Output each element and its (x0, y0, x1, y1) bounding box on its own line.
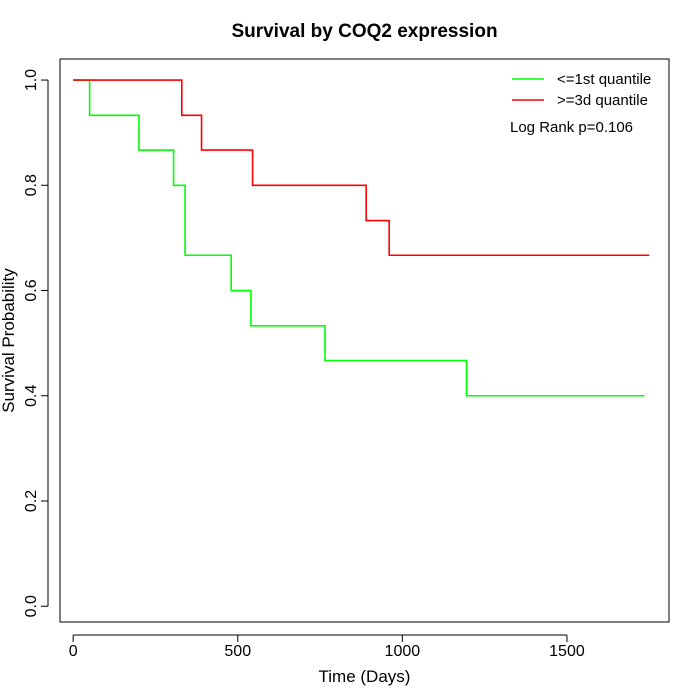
y-tick-label: 0.2 (23, 490, 40, 512)
y-tick-label: 0.6 (23, 279, 40, 301)
y-axis-label: Survival Probability (0, 268, 18, 413)
x-tick-label: 1000 (385, 643, 421, 660)
y-tick-label: 1.0 (23, 69, 40, 91)
log-rank-annotation: Log Rank p=0.106 (510, 119, 633, 136)
x-tick-label: 1500 (549, 643, 585, 660)
x-tick-label: 0 (69, 643, 78, 660)
y-axis: 0.0 0.2 0.4 0.6 0.8 1.0 (23, 69, 49, 617)
series-layer (73, 79, 650, 397)
x-tick-label: 500 (224, 643, 251, 660)
x-axis-label: Time (Days) (319, 667, 411, 686)
series-line-1 (73, 79, 650, 257)
legend: <=1st quantile >=3d quantile (512, 71, 651, 109)
x-axis: 0 500 1000 1500 (69, 634, 585, 660)
legend-label-1: >=3d quantile (557, 92, 648, 109)
series-line-0 (73, 79, 645, 397)
plot-frame (59, 58, 670, 623)
y-tick-label: 0.8 (23, 174, 40, 196)
legend-label-0: <=1st quantile (557, 71, 651, 88)
chart-title: Survival by COQ2 expression (231, 21, 497, 42)
y-tick-label: 0.4 (23, 385, 40, 407)
y-tick-label: 0.0 (23, 595, 40, 617)
